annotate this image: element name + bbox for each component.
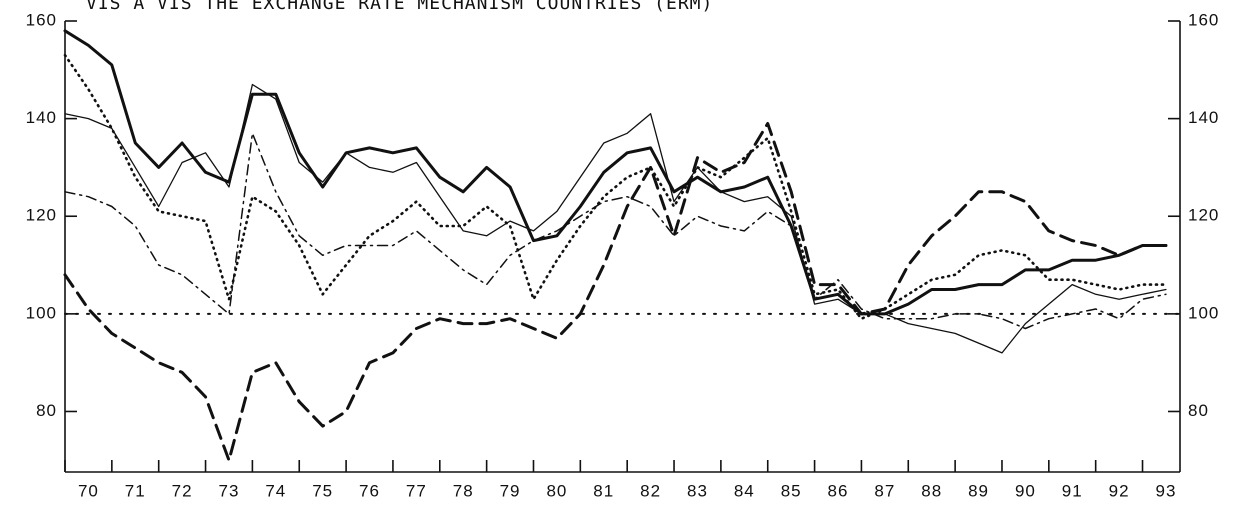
series-line — [64, 132, 1167, 330]
x-tick-label: 73 — [219, 481, 240, 500]
x-tick-label: 86 — [828, 481, 849, 500]
x-tick-label: 88 — [921, 481, 942, 500]
y2-tick-label: 140 — [1188, 108, 1219, 127]
x-tick-label: 79 — [500, 481, 521, 500]
series-line — [63, 122, 1168, 462]
x-tick-label: 78 — [453, 481, 474, 500]
y2-tick-label: 120 — [1188, 206, 1219, 225]
y-tick-label: 120 — [26, 206, 57, 225]
x-tick-label: 89 — [968, 481, 989, 500]
x-tick-label: 70 — [78, 481, 99, 500]
x-tick-label: 92 — [1109, 481, 1130, 500]
series-line — [63, 29, 1168, 316]
y2-tick-label: 100 — [1188, 303, 1219, 322]
chart-title: VIS A VIS THE EXCHANGE RATE MECHANISM CO… — [86, 0, 713, 14]
y-tick-label: 100 — [26, 303, 57, 322]
x-tick-label: 74 — [265, 481, 286, 500]
x-tick-label: 87 — [874, 481, 895, 500]
y2-tick-label: 80 — [1188, 401, 1209, 420]
x-tick-label: 80 — [546, 481, 567, 500]
x-tick-label: 75 — [312, 481, 333, 500]
y2-tick-label: 160 — [1188, 10, 1219, 29]
x-tick-label: 77 — [406, 481, 427, 500]
x-tick-label: 93 — [1155, 481, 1176, 500]
x-tick-label: 91 — [1062, 481, 1083, 500]
y-tick-label: 80 — [36, 401, 57, 420]
x-tick-label: 83 — [687, 481, 708, 500]
x-tick-label: 84 — [734, 481, 755, 500]
x-tick-label: 90 — [1015, 481, 1036, 500]
x-tick-label: 85 — [781, 481, 802, 500]
x-tick-label: 82 — [640, 481, 661, 500]
x-tick-label: 72 — [172, 481, 193, 500]
y-tick-label: 140 — [26, 108, 57, 127]
x-tick-label: 81 — [593, 481, 614, 500]
series-line — [64, 83, 1167, 354]
y-tick-label: 160 — [26, 10, 57, 29]
x-tick-label: 71 — [125, 481, 146, 500]
x-tick-label: 76 — [359, 481, 380, 500]
series-line — [63, 53, 1168, 320]
